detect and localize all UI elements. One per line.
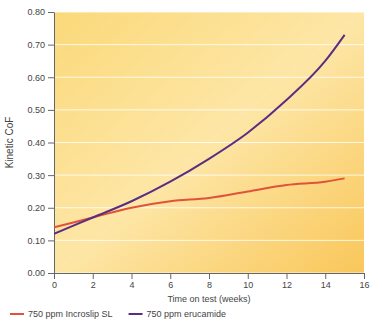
- x-axis-title: Time on test (weeks): [167, 294, 250, 304]
- tick-label: 0.70: [27, 40, 45, 50]
- tick-mark: [248, 273, 249, 279]
- tick: 0.40: [27, 138, 54, 148]
- tick-mark: [325, 273, 326, 279]
- grid-line: [54, 12, 364, 13]
- grid: [54, 12, 364, 273]
- tick: 6: [168, 273, 173, 290]
- tick-label: 0.30: [27, 171, 45, 181]
- tick-mark: [48, 143, 54, 144]
- tick: 0.10: [27, 236, 54, 246]
- tick-mark: [287, 273, 288, 279]
- y-axis-title: Kinetic CoF: [4, 117, 15, 169]
- tick: 0.60: [27, 73, 54, 83]
- tick-label: 0.10: [27, 236, 45, 246]
- tick-mark: [48, 240, 54, 241]
- legend-item: 750 ppm Incroslip SL: [10, 309, 113, 319]
- grid-line: [54, 77, 364, 78]
- tick: 2: [91, 273, 96, 290]
- tick-label: 0.40: [27, 138, 45, 148]
- series-line: [54, 178, 345, 227]
- grid-line: [54, 109, 364, 110]
- tick-label: 2: [91, 280, 96, 290]
- tick: 0.50: [27, 105, 54, 115]
- tick: 0.20: [27, 203, 54, 213]
- tick: 0.70: [27, 40, 54, 50]
- tick: 0.00: [27, 268, 54, 278]
- grid-line: [54, 44, 364, 45]
- legend-swatch: [129, 313, 143, 315]
- legend-item: 750 ppm erucamide: [129, 309, 227, 319]
- tick-mark: [48, 45, 54, 46]
- tick-mark: [48, 175, 54, 176]
- tick-label: 6: [168, 280, 173, 290]
- grid-line: [54, 175, 364, 176]
- tick-mark: [48, 273, 54, 274]
- tick-label: 0.00: [27, 268, 45, 278]
- tick-label: 0.50: [27, 105, 45, 115]
- tick: 16: [359, 273, 369, 290]
- tick-label: 0: [52, 280, 57, 290]
- tick-label: 0.20: [27, 203, 45, 213]
- tick-mark: [364, 273, 365, 279]
- tick: 4: [129, 273, 134, 290]
- x-axis: 0 2 4 6 8 10 12 14 16: [52, 273, 370, 290]
- tick-label: 0.60: [27, 73, 45, 83]
- tick-mark: [48, 110, 54, 111]
- tick: 0.30: [27, 171, 54, 181]
- plot-background: [54, 12, 364, 273]
- tick-label: 10: [243, 280, 253, 290]
- tick-label: 8: [207, 280, 212, 290]
- tick-label: 16: [359, 280, 369, 290]
- tick: 12: [282, 273, 292, 290]
- legend: 750 ppm Incroslip SL 750 ppm erucamide: [10, 309, 226, 319]
- series-group: [54, 35, 345, 234]
- tick: 14: [321, 273, 331, 290]
- tick-label: 14: [321, 280, 331, 290]
- tick-mark: [132, 273, 133, 279]
- tick: 0.80: [27, 7, 54, 17]
- legend-swatch: [10, 313, 24, 315]
- tick-mark: [48, 77, 54, 78]
- series-line: [54, 35, 345, 234]
- tick-mark: [170, 273, 171, 279]
- tick: 10: [243, 273, 253, 290]
- tick-mark: [209, 273, 210, 279]
- tick-mark: [54, 273, 55, 279]
- tick-label: 0.80: [27, 7, 45, 17]
- y-axis: 0.00 0.10 0.20 0.30 0.40 0.50 0.60 0.70 0.80: [27, 7, 54, 278]
- grid-line: [54, 142, 364, 143]
- tick-mark: [48, 12, 54, 13]
- grid-line: [54, 207, 364, 208]
- grid-line: [54, 240, 364, 241]
- tick-mark: [93, 273, 94, 279]
- tick-label: 12: [282, 280, 292, 290]
- legend-label: 750 ppm Incroslip SL: [28, 309, 113, 319]
- tick: 8: [207, 273, 212, 290]
- tick-mark: [48, 208, 54, 209]
- tick: 0: [52, 273, 57, 290]
- chart: 0.00 0.10 0.20 0.30 0.40 0.50 0.60 0.70 0.80 0 2 4 6…: [0, 0, 382, 325]
- tick-label: 4: [129, 280, 134, 290]
- plot: 0.00 0.10 0.20 0.30 0.40 0.50 0.60 0.70 0.80 0 2 4 6…: [27, 7, 369, 290]
- legend-label: 750 ppm erucamide: [147, 309, 227, 319]
